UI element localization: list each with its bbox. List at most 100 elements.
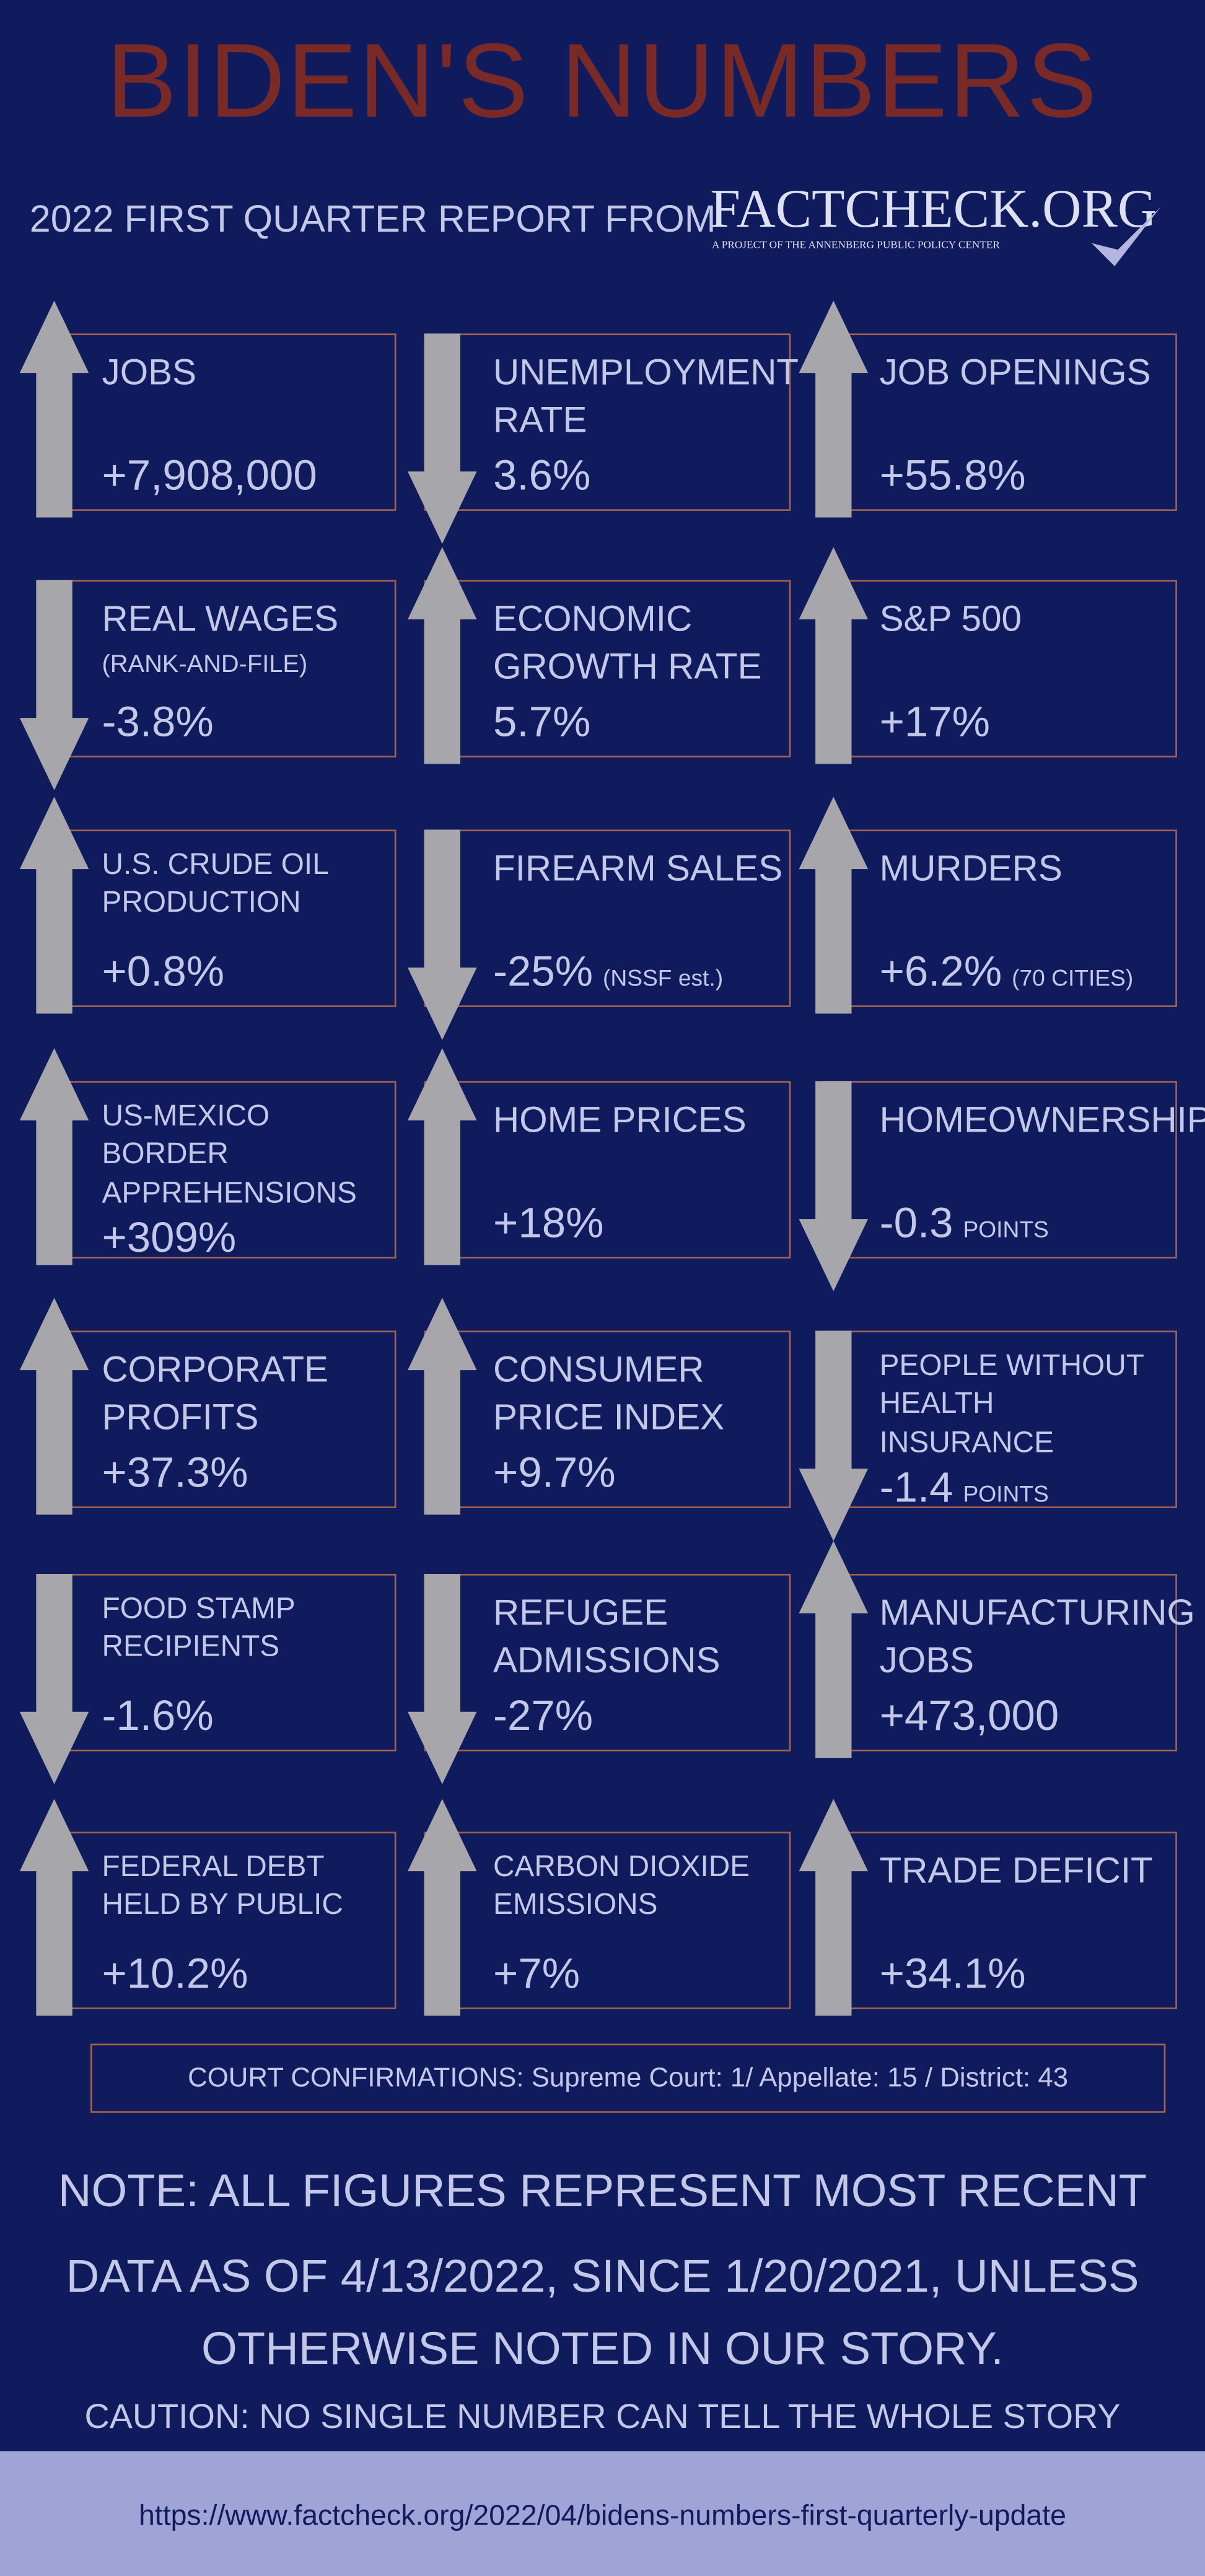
card-label: MURDERS [879,847,1063,889]
card-note: (70 CITIES) [1012,964,1134,991]
arrow-down [408,829,477,1040]
card-heading: JOB OPENINGS [880,350,1174,397]
arrow-down [19,580,89,790]
card-value-row: -27% [493,1690,787,1741]
card-value: 5.7% [493,696,591,746]
card-heading: HOME PRICES [493,1098,787,1145]
card-text: HOME PRICES +18% [493,1098,787,1249]
arrow-up [19,300,89,518]
card-label: FOOD STAMP RECIPIENTS [102,1592,295,1664]
card-heading: MURDERS [880,846,1174,893]
card-value: -25% [493,946,594,996]
card-value-row: 5.7% [493,697,787,748]
logo: FACTCHECK.ORG [710,180,1157,240]
card-value: +0.8% [102,946,225,996]
card-text: PEOPLE WITHOUT HEALTH INSURANCE -1.4 POINT… [880,1347,1174,1512]
card-heading: CONSUMER PRICE INDEX [493,1347,787,1441]
arrow-down [19,1573,89,1784]
card-text: JOB OPENINGS +55.8% [880,350,1174,501]
card-text: REAL WAGES (RANK-AND-FILE) -3.8% [102,596,393,748]
card-heading: CORPORATE PROFITS [102,1347,393,1441]
card-heading: UNEMPLOYMENT RATE [493,350,799,444]
card-text: MANUFACTURING JOBS +473,000 [880,1591,1195,1742]
card-label: U.S. CRUDE OIL PRODUCTION [102,847,328,919]
card-text: TRADE DEFICIT +34.1% [880,1848,1174,1999]
card-sublabel: (RANK-AND-FILE) [102,650,308,678]
card-label: UNEMPLOYMENT RATE [493,351,799,440]
card-value: -27% [493,1690,594,1740]
card-value-row: +7,908,000 [102,450,393,501]
card-value: +6.2% [879,946,1002,996]
card-value: -1.6% [102,1690,214,1740]
card-label: HOMEOWNERSHIP [879,1099,1205,1140]
card-text: S&P 500 +17% [880,596,1174,748]
card-heading: REFUGEE ADMISSIONS [493,1591,787,1685]
note-line: NOTE: ALL FIGURES REPRESENT MOST RECENT [58,2165,1147,2217]
caution: CAUTION: NO SINGLE NUMBER CAN TELL THE W… [84,2398,1121,2437]
note-line: OTHERWISE NOTED IN OUR STORY. [201,2323,1004,2374]
card-text: HOMEOWNERSHIP -0.3 POINTS [879,1098,1205,1249]
card-value: +10.2% [102,1948,248,1998]
arrow-up [799,1799,869,2016]
card-note: POINTS [963,1480,1049,1507]
card-text: US-MEXICO BORDER APPREHENSIONS +309% [102,1098,393,1262]
card-value: +7% [493,1948,581,1998]
card-value-row: +18% [493,1198,787,1249]
card-value-row: +55.8% [880,450,1174,501]
card-value-row: +473,000 [880,1690,1174,1741]
card-label: FIREARM SALES [493,847,783,889]
card-label: REFUGEE ADMISSIONS [493,1592,721,1680]
card-value: -0.3 [879,1197,953,1247]
card-label: REAL WAGES [102,598,339,639]
card-value: +309% [102,1212,237,1262]
card-text: FEDERAL DEBT HELD BY PUBLIC +10.2% [102,1848,393,1999]
url: https://www.factcheck.org/2022/04/bidens… [138,2499,1067,2532]
logo-tagline: A PROJECT OF THE ANNENBERG PUBLIC POLICY… [711,240,1000,251]
card-heading: FIREARM SALES [493,846,787,893]
title: BIDEN'S NUMBERS [107,21,1098,140]
card-value: 3.6% [493,450,591,500]
card-text: CONSUMER PRICE INDEX +9.7% [493,1347,787,1498]
card-note: (NSSF est.) [603,964,724,991]
card-text: JOBS +7,908,000 [102,350,393,501]
court-confirmations: COURT CONFIRMATIONS: Supreme Court: 1/ A… [90,2043,1166,2113]
card-value: +18% [493,1197,604,1247]
card-text: REFUGEE ADMISSIONS -27% [493,1591,787,1742]
card-label: CONSUMER PRICE INDEX [493,1348,725,1437]
card-heading: MANUFACTURING JOBS [880,1591,1195,1685]
card-heading: REAL WAGES (RANK-AND-FILE) [102,596,393,678]
card-value: +7,908,000 [102,450,317,500]
arrow-up [19,1298,89,1515]
card-value-row: -3.8% [102,697,393,748]
arrow-down [799,1330,869,1541]
card-note: POINTS [963,1215,1049,1242]
card-value: -1.4 [879,1462,953,1512]
card-value-row: 3.6% [493,450,787,501]
card-value: +473,000 [879,1690,1059,1740]
card-heading: TRADE DEFICIT [880,1848,1174,1895]
card-value-row: +17% [880,697,1174,748]
subtitle: 2022 FIRST QUARTER REPORT FROM [29,197,716,240]
card-value-row: +309% [102,1213,393,1264]
card-value: +37.3% [102,1447,248,1497]
note-line: DATA AS OF 4/13/2022, SINCE 1/20/2021, U… [66,2250,1139,2302]
card-label: TRADE DEFICIT [879,1849,1153,1891]
footer [0,2451,1205,2576]
card-value-row: +0.8% [102,946,393,997]
card-value-row: +9.7% [493,1447,787,1498]
card-heading: FOOD STAMP RECIPIENTS [102,1591,393,1667]
arrow-up [408,1048,477,1265]
card-heading: S&P 500 [880,596,1174,644]
card-value-row: +37.3% [102,1447,393,1498]
card-value-row: -1.4 POINTS [880,1462,1174,1513]
card-value-row: +6.2% (70 CITIES) [880,946,1174,997]
card-heading: HOMEOWNERSHIP [879,1098,1205,1145]
card-text: FIREARM SALES -25% (NSSF est.) [493,846,787,997]
card-value: -3.8% [102,696,214,746]
card-label: HOME PRICES [493,1099,747,1140]
card-text: U.S. CRUDE OIL PRODUCTION +0.8% [102,846,393,997]
arrow-up [799,1540,869,1758]
arrow-up [19,1799,89,2016]
arrow-up [19,1048,89,1265]
arrow-down [408,1573,477,1784]
